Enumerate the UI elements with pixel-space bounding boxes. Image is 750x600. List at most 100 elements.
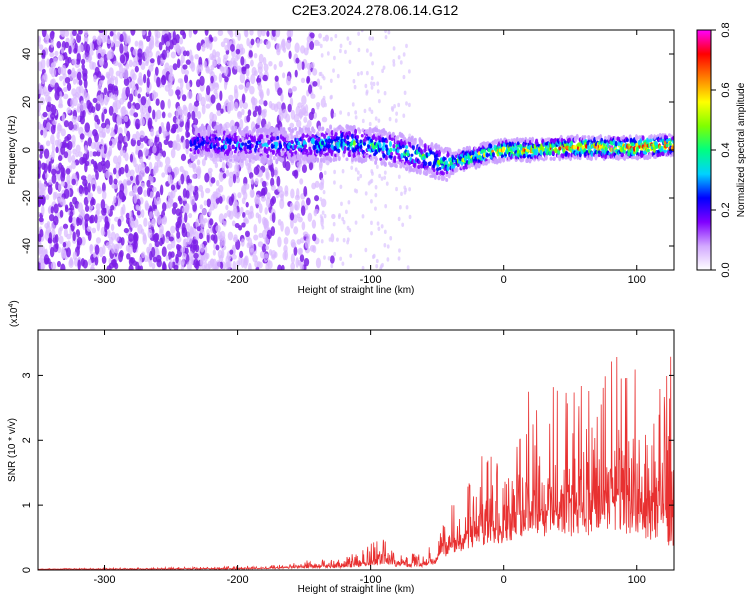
spectrogram-noise-cell	[265, 171, 270, 181]
spectrogram-noise-cell	[47, 206, 52, 215]
spectrogram-noise-cell	[114, 40, 120, 48]
spectrogram-ridge-cell	[367, 144, 371, 149]
spectrogram-noise-cell	[315, 257, 322, 269]
spectrogram-ridge-cell	[382, 142, 386, 147]
spectrogram-ridge-cell	[549, 156, 553, 161]
spectrogram-noise-cell	[208, 208, 212, 217]
spectrogram-noise-cell	[394, 118, 398, 123]
spectrogram-ridge-cell	[516, 141, 520, 146]
spectrogram-ridge-cell	[352, 140, 356, 146]
spectrogram-noise-cell	[75, 152, 79, 158]
spectrogram-noise-cell	[346, 36, 350, 41]
spectrogram-ridge-cell	[265, 158, 269, 163]
spectrogram-noise-cell	[124, 135, 128, 144]
spectrogram-y-tick-label: 40	[21, 48, 33, 60]
spectrogram-noise-cell	[117, 62, 122, 68]
spectrogram-noise-cell	[187, 90, 193, 100]
spectrogram-noise-cell	[90, 142, 97, 150]
spectrogram-noise-cell	[156, 258, 162, 268]
spectrogram-noise-cell	[365, 70, 369, 76]
spectrogram-noise-cell	[182, 238, 187, 249]
spectrogram-noise-cell	[58, 91, 63, 100]
spectrogram-noise-cell	[257, 30, 263, 38]
spectrogram-ridge-cell	[216, 142, 220, 148]
spectrogram-ridge-cell	[410, 135, 414, 141]
spectrogram-noise-cell	[214, 82, 219, 88]
spectrogram-noise-cell	[100, 160, 106, 167]
spectrogram-noise-cell	[79, 100, 85, 112]
spectrogram-noise-cell	[384, 203, 388, 209]
spectrogram-noise-cell	[138, 58, 142, 66]
spectrogram-noise-cell	[289, 122, 295, 129]
spectrogram-noise-cell	[113, 60, 119, 66]
spectrogram-noise-cell	[98, 30, 104, 34]
spectrogram-noise-cell	[249, 205, 254, 215]
spectrogram-ridge-cell	[202, 139, 206, 145]
spectrogram-noise-cell	[289, 202, 294, 213]
spectrogram-noise-cell	[310, 93, 316, 99]
spectrogram-noise-cell	[148, 242, 153, 251]
spectrogram-noise-cell	[258, 98, 265, 105]
spectrogram-noise-cell	[178, 179, 182, 186]
spectrogram-noise-cell	[145, 45, 150, 56]
spectrogram-noise-cell	[96, 36, 102, 46]
spectrogram-noise-cell	[199, 204, 204, 210]
spectrogram-noise-cell	[299, 254, 305, 263]
spectrogram-noise-cell	[128, 191, 134, 197]
spectrogram-noise-cell	[90, 174, 96, 185]
spectrogram-noise-cell	[132, 48, 138, 56]
spectrogram-ridge-cell	[354, 156, 358, 162]
spectrogram-noise-cell	[407, 102, 411, 108]
spectrogram-noise-cell	[100, 75, 105, 81]
spectrogram-noise-cell	[105, 71, 111, 79]
spectrogram-noise-cell	[395, 111, 399, 116]
spectrogram-noise-cell	[84, 204, 90, 212]
spectrogram-ridge-cell	[420, 140, 424, 146]
spectrogram-noise-cell	[403, 190, 407, 195]
spectrogram-noise-cell	[250, 38, 255, 46]
spectrogram-ridge-cell	[329, 157, 333, 163]
spectrogram-noise-cell	[137, 223, 143, 234]
spectrogram-noise-cell	[405, 43, 408, 49]
spectrogram-noise-cell	[196, 173, 201, 180]
spectrogram-noise-cell	[178, 197, 183, 205]
spectrogram-noise-cell	[136, 139, 141, 146]
spectrogram-ridge-cell	[661, 151, 665, 157]
spectrogram-noise-cell	[120, 206, 124, 218]
spectrogram-noise-cell	[320, 183, 324, 189]
spectrogram-noise-cell	[141, 209, 145, 218]
spectrogram-ridge-cell	[665, 143, 669, 148]
spectrogram-ridge-cell	[641, 135, 645, 141]
spectrogram-noise-cell	[138, 173, 143, 183]
spectrogram-noise-cell	[43, 91, 49, 97]
spectrogram-noise-cell	[89, 50, 94, 56]
spectrogram-noise-cell	[399, 60, 403, 65]
spectrogram-ridge-cell	[334, 153, 338, 158]
spectrogram-ridge-cell	[323, 133, 327, 139]
spectrogram-noise-cell	[348, 227, 352, 233]
spectrogram-noise-cell	[41, 205, 45, 216]
spectrogram-noise-cell	[64, 30, 70, 37]
spectrogram-noise-cell	[51, 62, 57, 68]
spectrogram-noise-cell	[360, 30, 364, 33]
spectrogram-ridge-cell	[193, 139, 197, 144]
colorbar-tick-label: 0.2	[720, 202, 732, 217]
spectrogram-noise-cell	[190, 61, 196, 72]
spectrogram-noise-cell	[101, 207, 107, 216]
spectrogram-noise-cell	[381, 68, 384, 74]
spectrogram-noise-cell	[97, 52, 102, 60]
spectrogram-noise-cell	[235, 48, 241, 55]
spectrogram-noise-cell	[276, 175, 281, 187]
spectrogram-noise-cell	[370, 178, 374, 184]
spectrogram-ridge-cell	[334, 156, 338, 162]
spectrogram-noise-cell	[218, 235, 224, 242]
spectrogram-noise-cell	[209, 36, 214, 43]
spectrogram-noise-cell	[139, 130, 145, 139]
spectrogram-noise-cell	[144, 54, 150, 64]
spectrogram-ridge-cell	[337, 148, 341, 154]
spectrogram-noise-cell	[56, 131, 60, 140]
spectrogram-noise-cell	[154, 232, 160, 242]
spectrogram-noise-cell	[295, 57, 300, 64]
spectrogram-noise-cell	[227, 231, 234, 241]
spectrogram-noise-cell	[185, 121, 190, 132]
